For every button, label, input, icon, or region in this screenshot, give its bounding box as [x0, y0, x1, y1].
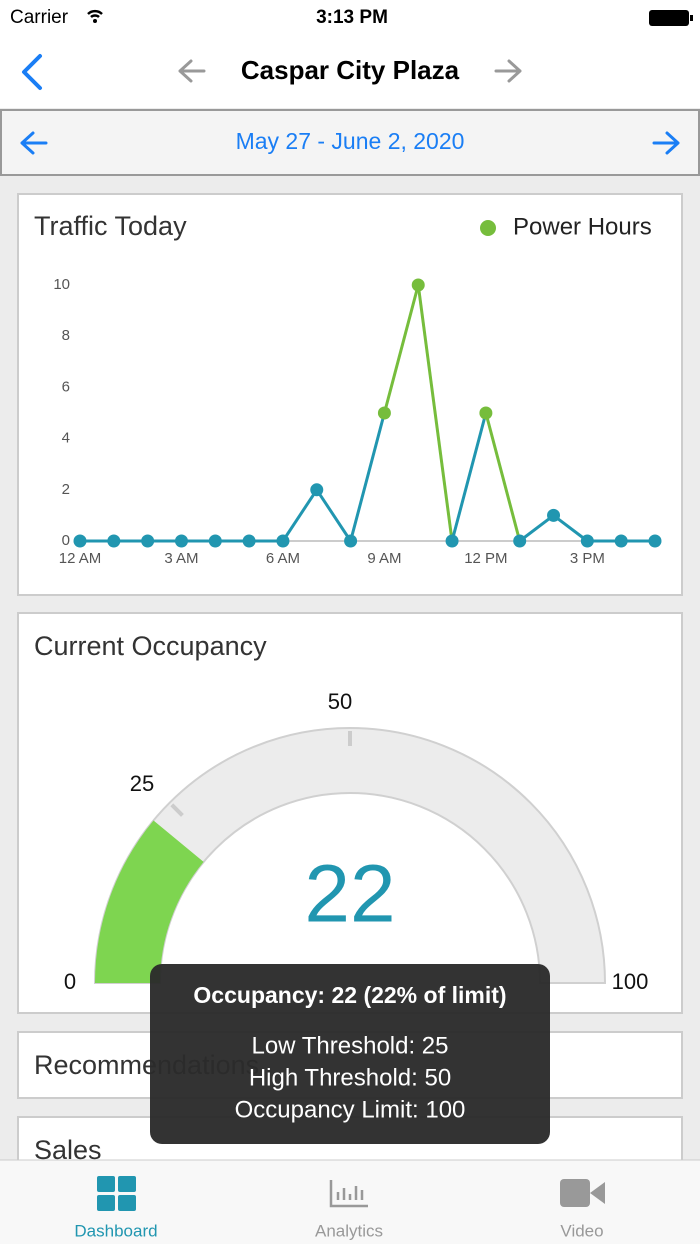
next-location[interactable] [494, 59, 522, 83]
line-segment [416, 284, 454, 542]
point [141, 534, 155, 548]
header [0, 0, 700, 108]
tooltip-line: Low Threshold: 25 [251, 1032, 448, 1059]
analytics-icon[interactable] [329, 1180, 368, 1208]
gauge-tick-label: 0 [64, 969, 76, 994]
line-segment [450, 412, 488, 542]
x-tick-label: 6 AM [266, 550, 300, 567]
y-tick-label: 0 [62, 532, 70, 549]
video-icon[interactable] [560, 1179, 605, 1207]
line-segment [484, 412, 522, 542]
x-tick-label: 12 PM [464, 550, 507, 567]
gauge-value [95, 820, 204, 983]
y-tick-label: 2 [62, 481, 70, 498]
x-tick-label: 12 AM [59, 550, 102, 567]
point [174, 534, 188, 548]
tab-label[interactable]: Analytics [315, 1221, 383, 1240]
gauge: 0 25 50 100 22 [64, 689, 648, 994]
point [614, 534, 628, 548]
point [648, 534, 662, 548]
next-week[interactable] [652, 131, 680, 155]
gauge-tick-label: 25 [130, 771, 154, 796]
dashboard-icon[interactable] [97, 1176, 136, 1211]
wifi-icon [87, 9, 103, 19]
point [377, 406, 391, 420]
point [242, 534, 256, 548]
prev-week[interactable] [20, 131, 48, 155]
card-title: Current Occupancy [34, 631, 267, 661]
line-segment [382, 284, 420, 414]
tooltip-line: Occupancy Limit: 100 [235, 1096, 466, 1123]
line-segment [315, 488, 352, 542]
point [445, 534, 459, 548]
line-segment [281, 488, 319, 542]
y-tick-label: 4 [62, 430, 70, 447]
legend-label: Power Hours [513, 213, 652, 240]
tooltip-title: Occupancy: 22 (22% of limit) [193, 982, 506, 1008]
gauge-track [93, 727, 607, 984]
date-range[interactable]: May 27 - June 2, 2020 [236, 128, 465, 154]
line-segment [552, 514, 589, 543]
point [411, 278, 425, 292]
line-segment [349, 412, 386, 542]
prev-location[interactable] [178, 59, 206, 83]
tooltip-line: High Threshold: 50 [249, 1064, 451, 1091]
point [73, 534, 87, 548]
point [344, 534, 358, 548]
gauge-tick-label: 100 [612, 969, 649, 994]
legend-marker [480, 220, 496, 236]
point [580, 534, 594, 548]
y-tick-label: 8 [62, 327, 70, 344]
gauge-tick [170, 803, 184, 817]
line-segment [518, 514, 555, 543]
point [513, 534, 527, 548]
x-tick-label: 3 PM [570, 550, 605, 567]
line-chart: 0 2 4 6 8 10 12 AM 3 AM 6 AM 9 AM 12 PM 3 PM Power H… [53, 213, 662, 567]
card-title: Traffic Today [34, 211, 187, 241]
nav-title: Caspar City Plaza [241, 55, 460, 85]
point [479, 406, 493, 420]
x-tick-label: 9 AM [367, 550, 401, 567]
battery [649, 10, 689, 26]
y-tick-label: 6 [62, 378, 70, 395]
wifi-dot [93, 19, 97, 23]
point [310, 483, 324, 497]
gauge-value-label: 22 [304, 849, 395, 940]
gauge-tick-label: 50 [328, 689, 352, 714]
x-tick-label: 3 AM [164, 550, 198, 567]
tooltip [150, 964, 550, 1144]
clock: 3:13 PM [316, 7, 388, 28]
point [276, 534, 290, 548]
carrier: Carrier [10, 7, 69, 28]
y-tick-label: 10 [53, 276, 70, 293]
point [107, 534, 121, 548]
point [208, 534, 222, 548]
battery-tip [690, 15, 693, 21]
tab-label[interactable]: Video [560, 1221, 603, 1240]
point [547, 508, 561, 522]
tab-label[interactable]: Dashboard [74, 1221, 157, 1240]
back-button[interactable] [22, 54, 42, 90]
date-bar [0, 109, 700, 176]
